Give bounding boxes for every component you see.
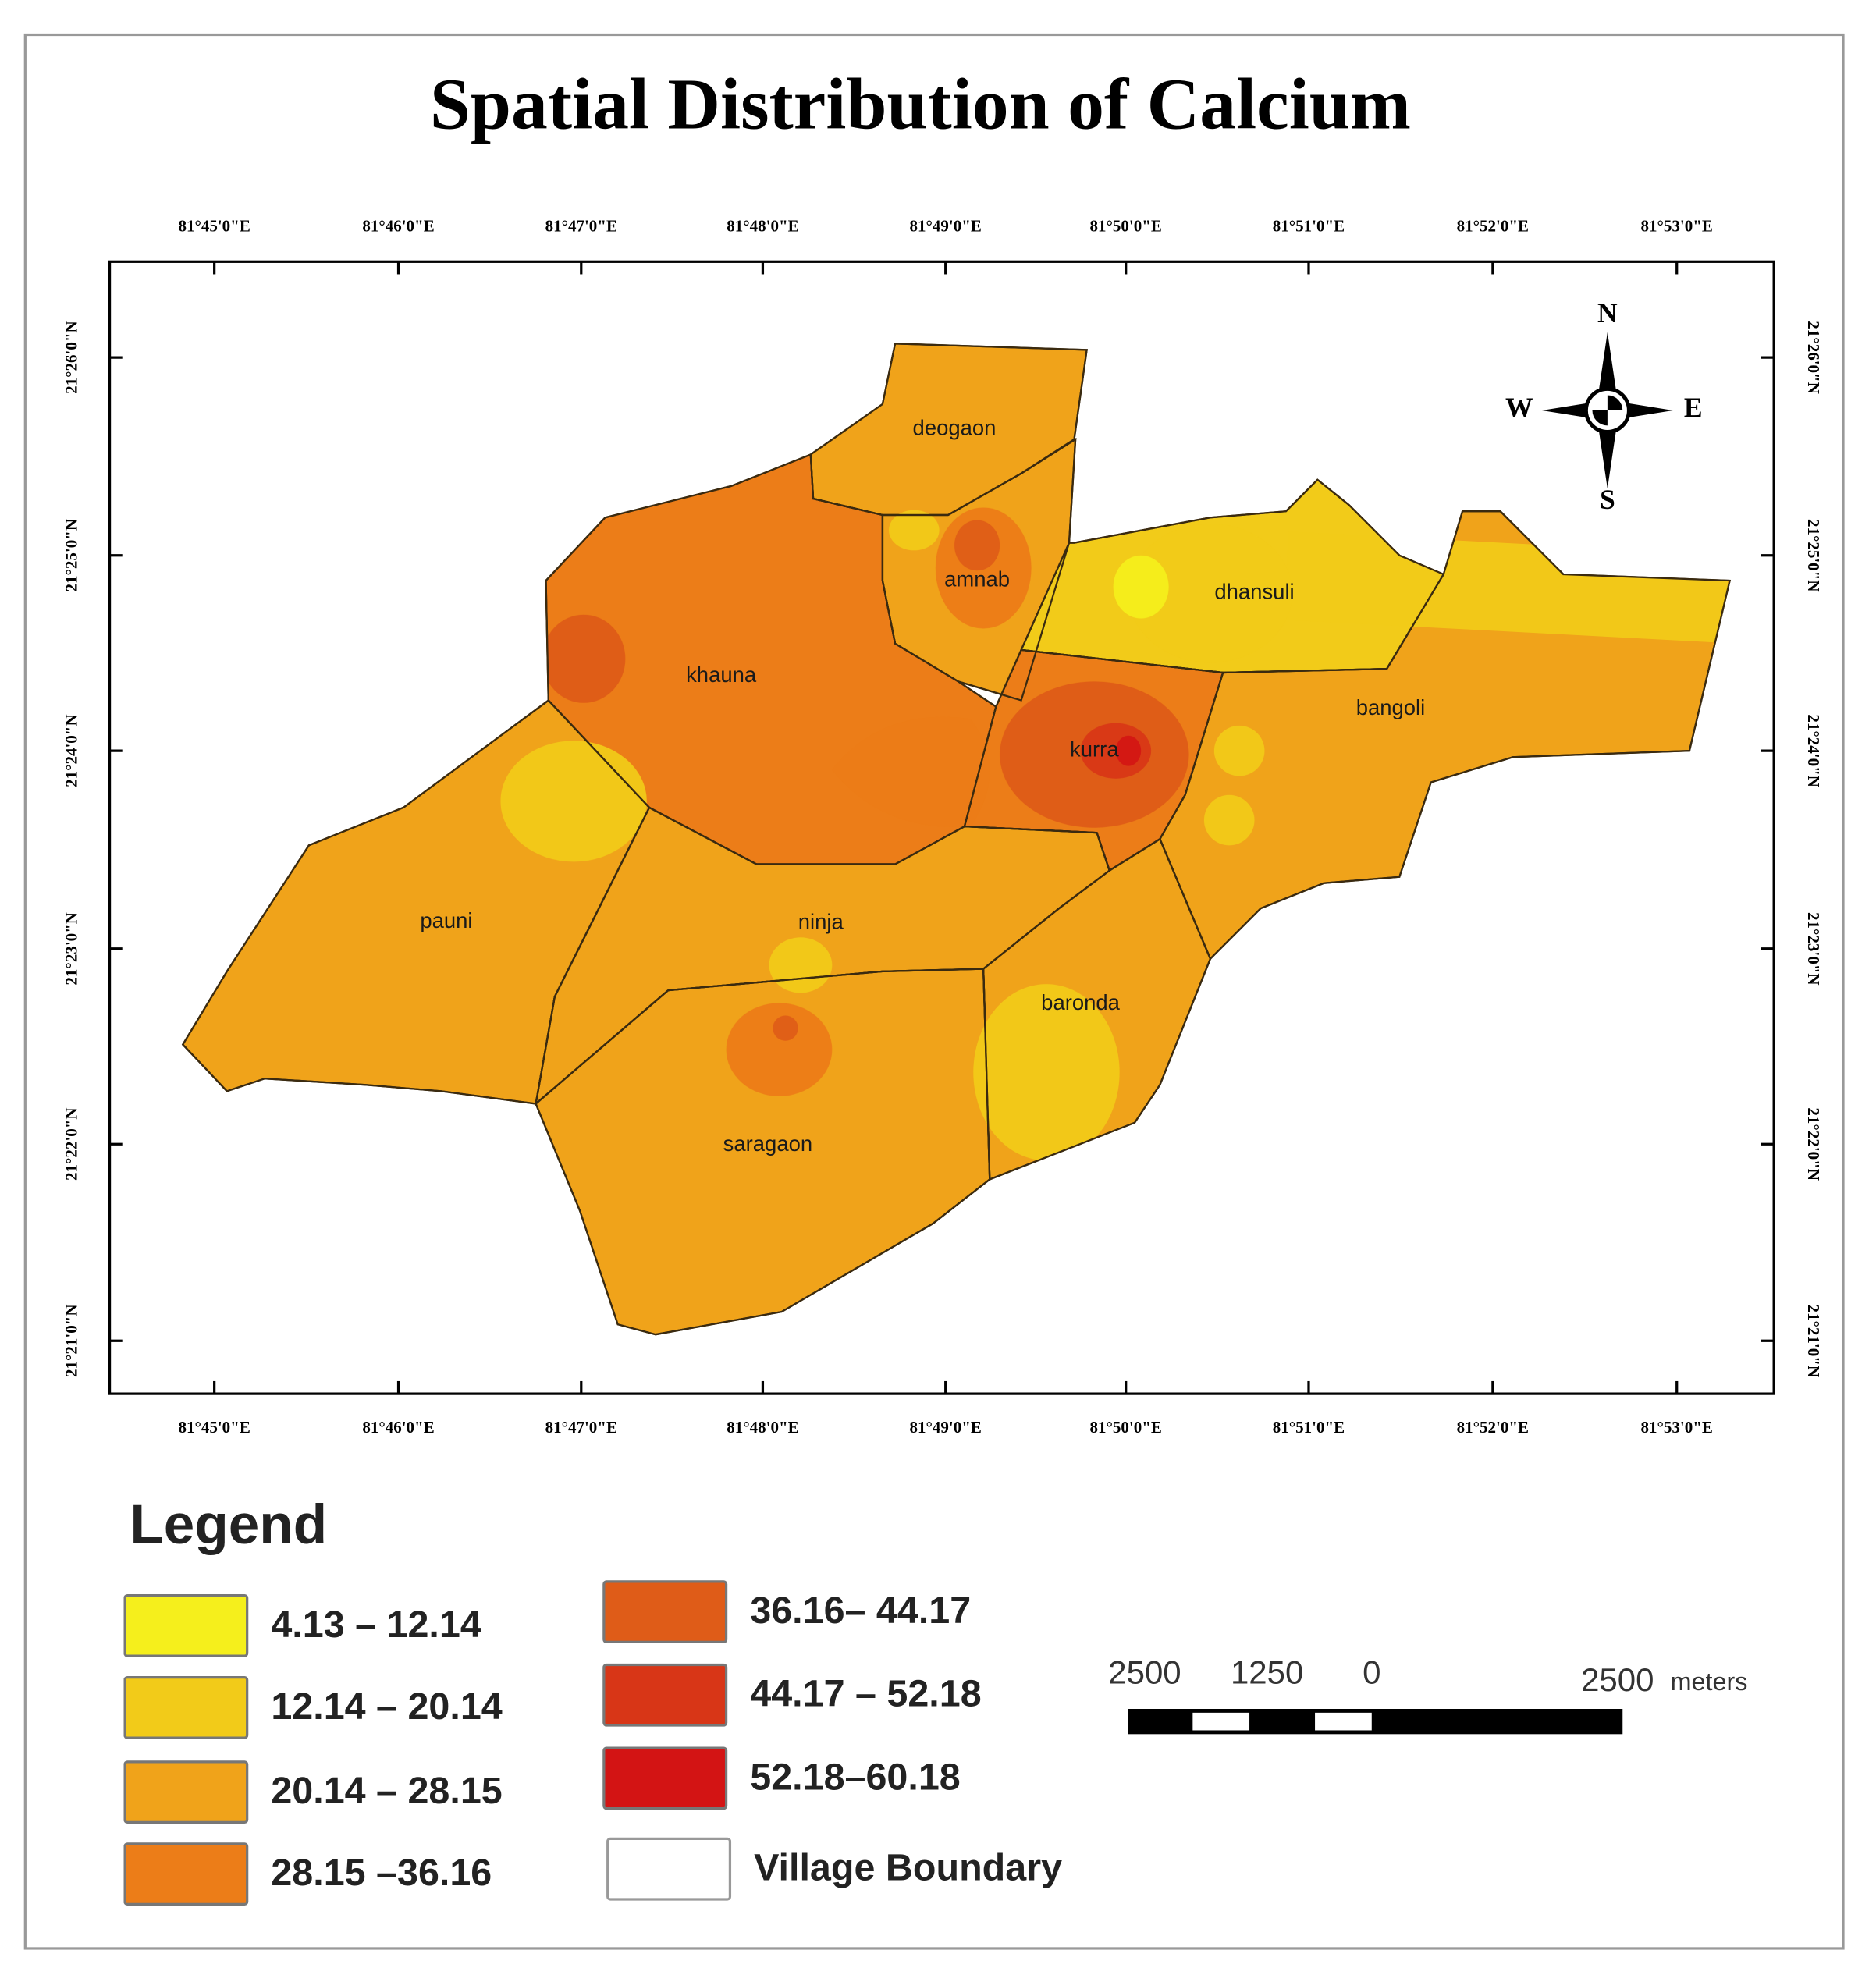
legend-swatch <box>602 1580 728 1643</box>
compass-e: E <box>1684 392 1703 423</box>
scale-label: 2500 <box>1581 1661 1654 1698</box>
legend-label: 44.17 – 52.18 <box>750 1673 981 1715</box>
legend-label: 36.16– 44.17 <box>750 1590 971 1632</box>
zone <box>832 717 990 827</box>
village-label: bangoli <box>1356 695 1426 719</box>
village-boundary <box>1019 478 1445 674</box>
compass-w: W <box>1505 392 1533 423</box>
longitude-label: 81°51'0"E <box>1273 216 1345 235</box>
latitude-label: 21°22'0"N <box>1804 1107 1823 1181</box>
longitude-label: 81°47'0"E <box>545 1418 617 1437</box>
village-labels: deogaon amnab khauna dhansuli bangoli kurra pa… <box>420 415 1425 1156</box>
legend-swatch <box>123 1760 249 1824</box>
zone <box>1113 555 1169 619</box>
zone <box>726 1003 833 1096</box>
latitude-label: 21°25'0"N <box>62 519 81 592</box>
legend-label: 28.15 –36.16 <box>271 1852 492 1894</box>
longitude-label: 81°52'0"E <box>1457 216 1529 235</box>
village-boundary <box>535 968 991 1336</box>
scale-unit: meters <box>1671 1668 1748 1696</box>
boundaries <box>181 343 1732 1336</box>
latitude-label: 21°25'0"N <box>1804 519 1823 592</box>
latitude-label: 21°24'0"N <box>62 714 81 787</box>
compass-s: S <box>1600 484 1615 515</box>
legend-swatch <box>123 1593 249 1657</box>
legend-label: 20.14 – 28.15 <box>271 1770 502 1812</box>
legend-label: 12.14 – 20.14 <box>271 1685 502 1728</box>
longitude-label: 81°49'0"E <box>909 216 981 235</box>
latitude-label: 21°21'0"N <box>62 1304 81 1377</box>
zone <box>888 510 940 551</box>
scale-label: 2500 <box>1108 1653 1181 1690</box>
longitude-label: 81°48'0"E <box>727 216 798 235</box>
zone <box>973 984 1120 1161</box>
latitude-label: 21°21'0"N <box>1804 1304 1823 1377</box>
latitude-label: 21°26'0"N <box>1804 321 1823 394</box>
latitude-label: 21°23'0"N <box>62 912 81 986</box>
zone <box>542 614 626 703</box>
village-label: khauna <box>686 662 757 687</box>
legend-label: 4.13 – 12.14 <box>271 1604 481 1646</box>
longitude-label: 81°50'0"E <box>1090 1418 1162 1437</box>
zone <box>1128 524 1292 663</box>
longitude-label: 81°53'0"E <box>1641 216 1713 235</box>
zone <box>773 1015 798 1041</box>
village-label: amnab <box>944 567 1010 591</box>
legend-swatch <box>606 1837 732 1901</box>
compass-center <box>1592 395 1623 426</box>
village-label: saragaon <box>723 1131 812 1156</box>
legend: 4.13 – 12.14 12.14 – 20.14 20.14 – 28.15 28… <box>123 1580 1062 1906</box>
latitude-label: 21°23'0"N <box>1804 912 1823 986</box>
zone <box>1213 725 1265 776</box>
longitude-label: 81°46'0"E <box>362 1418 434 1437</box>
north-arrow: N E S W <box>1505 297 1703 515</box>
latitude-label: 21°22'0"N <box>62 1107 81 1181</box>
frame-ticks <box>109 261 1775 1394</box>
scale-bar: 2500 1250 0 2500 meters <box>1108 1653 1748 1735</box>
coordinate-labels: 81°45'0"E 81°45'0"E 81°46'0"E 81°46'0"E 81°4… <box>62 216 1823 1437</box>
village-label: pauni <box>420 908 472 932</box>
longitude-label: 81°51'0"E <box>1273 1418 1345 1437</box>
longitude-label: 81°50'0"E <box>1090 216 1162 235</box>
village-label: kurra <box>1070 737 1119 761</box>
village-label: deogaon <box>913 415 997 439</box>
longitude-label: 81°47'0"E <box>545 216 617 235</box>
scale-bar-segment <box>1192 1712 1250 1731</box>
legend-swatch <box>123 1675 249 1739</box>
latitude-label: 21°24'0"N <box>1804 714 1823 787</box>
zone <box>954 520 1000 571</box>
village-label: ninja <box>798 910 844 934</box>
zone <box>1115 735 1142 766</box>
legend-swatch <box>123 1842 249 1906</box>
scale-label: 1250 <box>1231 1653 1303 1690</box>
village-label: baronda <box>1041 990 1120 1014</box>
compass-n: N <box>1597 297 1618 329</box>
legend-swatch <box>602 1663 728 1727</box>
longitude-label: 81°45'0"E <box>178 216 250 235</box>
zone <box>769 937 833 993</box>
scale-bar-segment <box>1315 1712 1372 1731</box>
village-label: dhansuli <box>1214 579 1294 603</box>
longitude-label: 81°53'0"E <box>1641 1418 1713 1437</box>
legend-label: Village Boundary <box>754 1847 1062 1889</box>
longitude-label: 81°45'0"E <box>178 1418 250 1437</box>
scale-label: 0 <box>1363 1653 1380 1690</box>
zone <box>1203 794 1255 846</box>
longitude-label: 81°49'0"E <box>909 1418 981 1437</box>
legend-title: Legend <box>130 1494 327 1556</box>
legend-label: 52.18–60.18 <box>750 1756 960 1798</box>
latitude-label: 21°26'0"N <box>62 321 81 394</box>
longitude-label: 81°48'0"E <box>727 1418 798 1437</box>
zone <box>500 741 647 862</box>
longitude-label: 81°52'0"E <box>1457 1418 1529 1437</box>
map-title: Spatial Distribution of Calcium <box>430 65 1411 145</box>
legend-swatch <box>602 1746 728 1810</box>
longitude-label: 81°46'0"E <box>362 216 434 235</box>
